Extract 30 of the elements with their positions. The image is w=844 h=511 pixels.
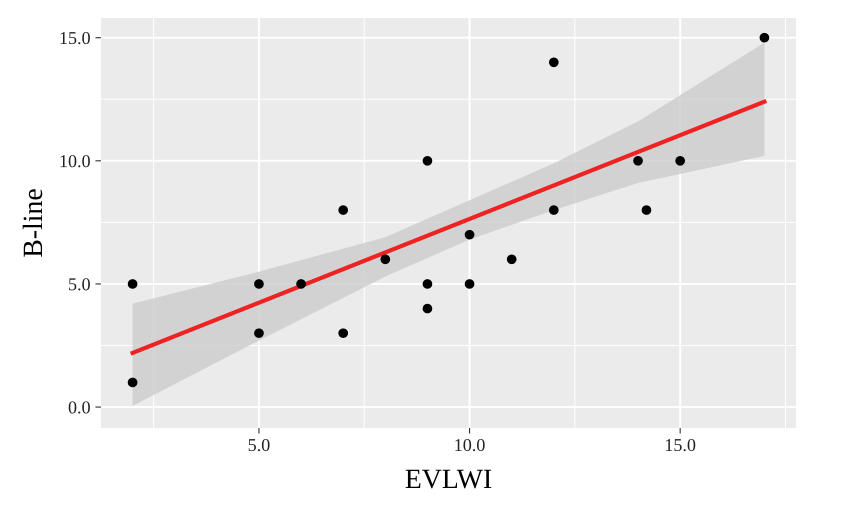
point <box>254 328 264 338</box>
point <box>675 156 686 166</box>
point <box>548 57 559 68</box>
x-tick-label: 10.0 <box>455 438 485 452</box>
point <box>464 230 474 240</box>
point <box>506 254 517 264</box>
point <box>642 205 652 215</box>
point <box>422 279 432 289</box>
point <box>422 304 432 314</box>
point <box>338 328 348 338</box>
line-series <box>130 100 766 355</box>
y-tick-label: 10.0 <box>60 155 90 168</box>
point <box>128 279 138 289</box>
point <box>254 279 264 289</box>
point <box>128 378 138 388</box>
point <box>422 156 432 166</box>
point <box>760 32 770 43</box>
point <box>548 205 559 215</box>
x-tick-label: 15.0 <box>666 438 696 452</box>
point <box>633 156 643 166</box>
x-tick-label: 5.0 <box>248 438 270 452</box>
point <box>296 279 306 289</box>
y-tick-label: 15.0 <box>60 32 90 44</box>
y-axis-title: B-line <box>22 189 42 257</box>
x-axis-title: EVLWI <box>406 470 492 488</box>
point <box>380 254 390 264</box>
point <box>338 205 348 215</box>
point <box>464 279 474 289</box>
y-tick-label: 0.0 <box>68 401 90 414</box>
y-tick-label: 5.0 <box>69 278 90 290</box>
